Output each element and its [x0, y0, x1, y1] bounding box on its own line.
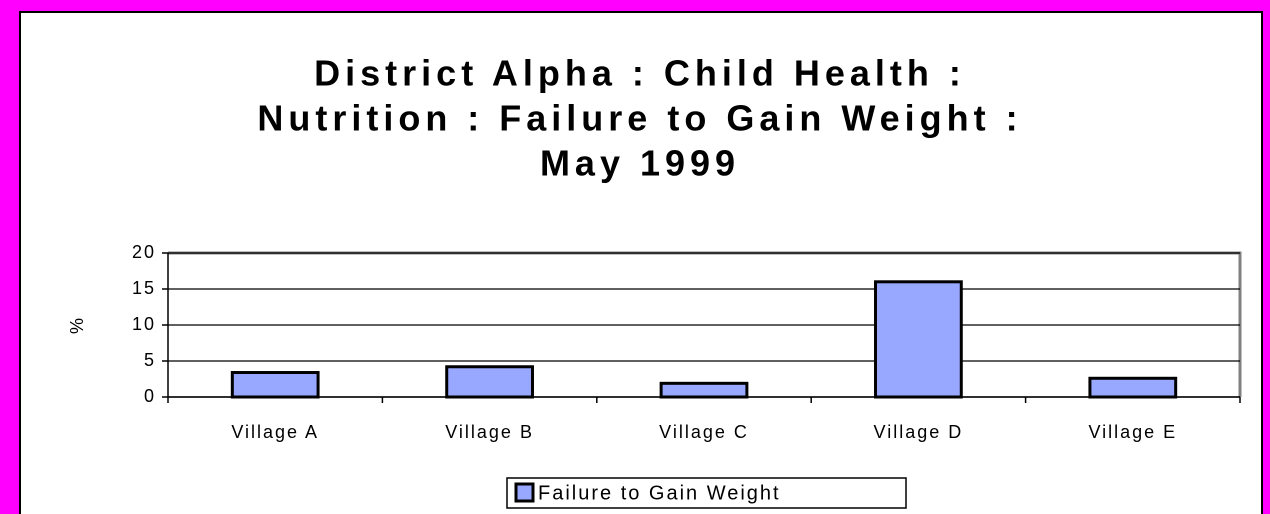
- chart-title: District Alpha : Child Health :: [314, 53, 966, 94]
- y-tick-label: 5: [144, 350, 156, 370]
- y-tick-label: 10: [132, 314, 156, 334]
- x-tick-label: Village A: [231, 422, 319, 442]
- x-tick-label: Village E: [1088, 422, 1177, 442]
- bar: [445, 365, 534, 399]
- y-tick-label: 15: [132, 278, 156, 298]
- legend-box: [506, 477, 907, 509]
- bar: [1088, 376, 1178, 399]
- bar: [874, 280, 963, 399]
- chart-area: [19, 11, 1263, 514]
- bar: [659, 381, 749, 399]
- chart-title: May 1999: [540, 143, 740, 184]
- x-tick-label: Village D: [874, 422, 964, 442]
- chart-title: Nutrition : Failure to Gain Weight :: [257, 98, 1022, 139]
- legend-label: Failure to Gain Weight: [538, 482, 781, 504]
- x-tick-label: Village C: [659, 422, 749, 442]
- y-axis-label: %: [67, 316, 87, 334]
- bar: [230, 371, 320, 399]
- y-tick-label: 20: [132, 242, 156, 262]
- x-tick-label: Village B: [445, 422, 534, 442]
- legend-swatch: [514, 482, 535, 503]
- y-tick-label: 0: [144, 386, 156, 406]
